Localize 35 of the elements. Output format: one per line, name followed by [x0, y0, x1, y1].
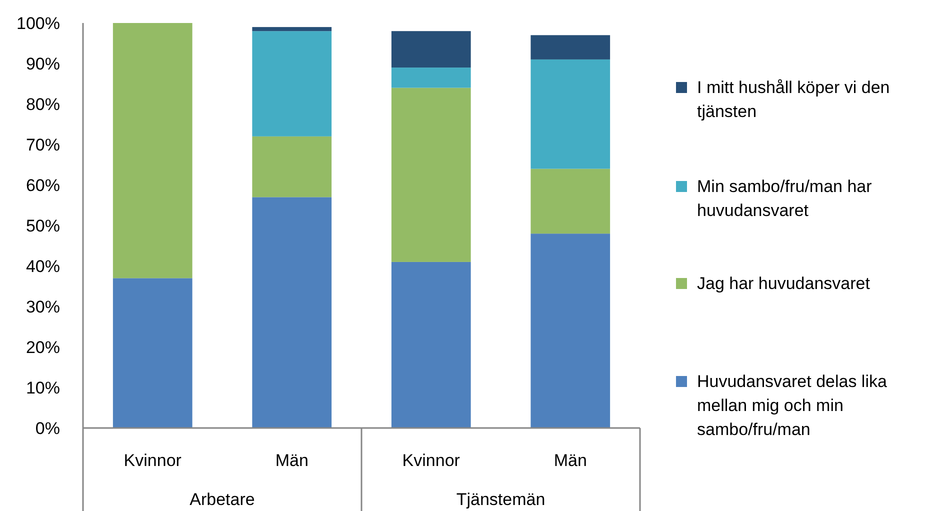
legend-label: Min sambo/fru/man har huvudansvaret — [697, 177, 872, 220]
x-tick-label: Kvinnor — [124, 451, 182, 470]
y-tick-label: 50% — [26, 216, 60, 236]
bar — [530, 234, 610, 428]
bar — [252, 31, 332, 136]
text: Arbetare — [190, 490, 255, 509]
bar — [391, 262, 471, 428]
y-tick-label: 100% — [16, 14, 60, 33]
bar — [252, 197, 332, 428]
x-tick-label: Kvinnor — [402, 451, 460, 470]
y-tick-label: 70% — [26, 135, 60, 154]
bar — [252, 27, 332, 32]
text: Tjänstemän — [456, 490, 546, 509]
y-tick-label: 20% — [26, 338, 60, 357]
y-tick-label: 0% — [35, 418, 60, 438]
bar — [530, 59, 610, 169]
bar — [391, 68, 471, 88]
legend-label: Jag har huvudansvaret — [697, 274, 870, 293]
bar — [530, 35, 610, 60]
bar — [391, 31, 471, 68]
y-tick-label: 30% — [26, 297, 60, 316]
y-tick-label: 40% — [26, 256, 60, 276]
y-tick-label: 60% — [26, 176, 60, 195]
x-tick-label: Män — [275, 451, 308, 470]
bar — [252, 136, 332, 198]
y-tick-label: 90% — [26, 54, 60, 74]
bar — [112, 278, 192, 428]
x-tick-label: Män — [554, 451, 587, 470]
bar — [112, 23, 192, 278]
bar — [391, 88, 471, 262]
y-tick-label: 10% — [26, 378, 60, 398]
y-tick-label: 80% — [26, 94, 60, 114]
bar — [530, 168, 610, 234]
legend-label: I mitt hushåll köper vi den tjänsten — [697, 78, 890, 121]
legend-label: Huvudansvaret delas lika mellan mig och min sambo/fru/man — [697, 372, 888, 439]
